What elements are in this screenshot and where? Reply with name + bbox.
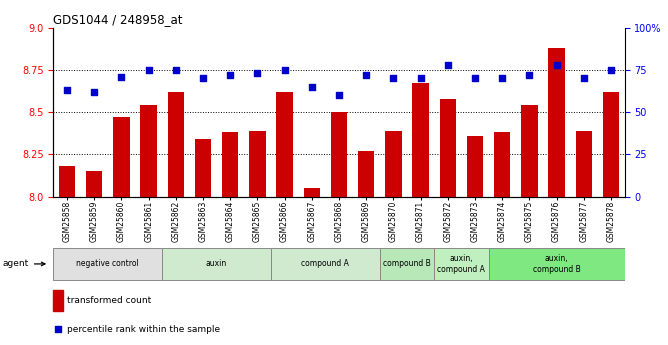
Bar [140,105,157,197]
Point [551,62,562,68]
Point [334,92,345,98]
Text: auxin,
compound A: auxin, compound A [438,254,486,274]
Point [143,67,154,73]
Point [578,76,589,81]
Bar [521,105,538,197]
Bar [304,188,320,197]
Text: compound B: compound B [383,259,431,268]
Bar [222,132,238,197]
Bar [331,112,347,197]
Point [170,67,181,73]
Text: transformed count: transformed count [67,296,151,305]
Text: compound A: compound A [301,259,349,268]
FancyBboxPatch shape [488,248,625,280]
Point [279,67,290,73]
Bar [277,92,293,197]
Point [361,72,371,78]
Point [524,72,534,78]
Point [606,67,617,73]
Bar [494,132,510,197]
Text: agent: agent [3,259,45,268]
Text: auxin,
compound B: auxin, compound B [532,254,580,274]
Bar [358,151,374,197]
Bar [195,139,211,197]
Bar [249,131,266,197]
Bar [412,83,429,197]
Bar [168,92,184,197]
Bar [603,92,619,197]
FancyBboxPatch shape [53,248,162,280]
Point [307,84,317,90]
Text: negative control: negative control [76,259,139,268]
Point [497,76,508,81]
Point [89,89,100,95]
Bar [548,48,564,197]
Bar [59,166,75,197]
FancyBboxPatch shape [380,248,434,280]
Text: GDS1044 / 248958_at: GDS1044 / 248958_at [53,13,183,27]
Point [415,76,426,81]
FancyBboxPatch shape [434,248,488,280]
Text: percentile rank within the sample: percentile rank within the sample [67,325,220,334]
Bar [576,131,592,197]
Point [116,74,127,79]
Bar [467,136,483,197]
FancyBboxPatch shape [271,248,380,280]
Point [442,62,453,68]
FancyBboxPatch shape [162,248,271,280]
Point [252,70,263,76]
Point [53,327,63,332]
Bar [440,99,456,197]
Bar [53,290,63,311]
Point [198,76,208,81]
Text: auxin: auxin [206,259,227,268]
Point [61,87,72,93]
Point [225,72,236,78]
Bar [86,171,102,197]
Point [470,76,480,81]
Bar [114,117,130,197]
Bar [385,131,401,197]
Point [388,76,399,81]
